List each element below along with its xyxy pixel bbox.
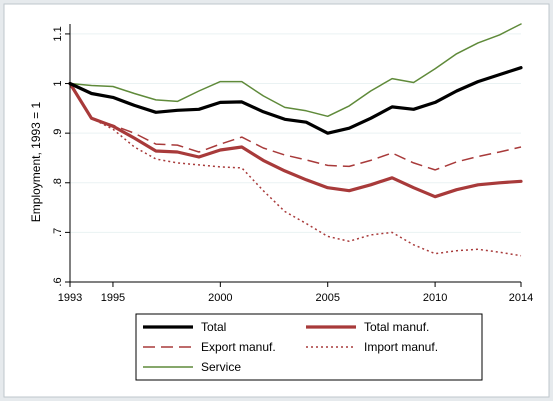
plot-area [70, 24, 521, 282]
series-line-total [68, 66, 523, 135]
legend-label: Service [201, 360, 241, 374]
legend-box [135, 313, 483, 381]
legend: Total Total manuf. Export manuf. Import man… [135, 313, 483, 381]
legend-label: Export manuf. [201, 340, 276, 354]
x-tick-label: 2005 [315, 292, 339, 304]
series-line-service [69, 23, 522, 118]
legend-label: Import manuf. [364, 340, 438, 354]
series-line-export-manuf [69, 83, 522, 171]
x-tick-label: 2000 [208, 292, 232, 304]
y-tick-label: 1.1 [52, 26, 64, 41]
x-tick-label: 1995 [101, 292, 125, 304]
x-tick-label: 2010 [423, 292, 447, 304]
y-tick-label: .8 [52, 178, 64, 187]
y-tick-label: 1 [52, 80, 64, 86]
y-tick-label: .7 [52, 228, 64, 237]
y-tick-label: .9 [52, 129, 64, 138]
x-tick-label: 1993 [58, 292, 82, 304]
legend-label: Total manuf. [364, 320, 429, 334]
series-line-total-manuf [68, 81, 523, 199]
y-tick-label: .6 [52, 277, 64, 286]
series-line-import-manuf [69, 83, 522, 257]
x-tick-label: 2014 [509, 292, 533, 304]
y-axis-title: Employment, 1993 = 1 [29, 101, 43, 222]
legend-label: Total [201, 320, 226, 334]
